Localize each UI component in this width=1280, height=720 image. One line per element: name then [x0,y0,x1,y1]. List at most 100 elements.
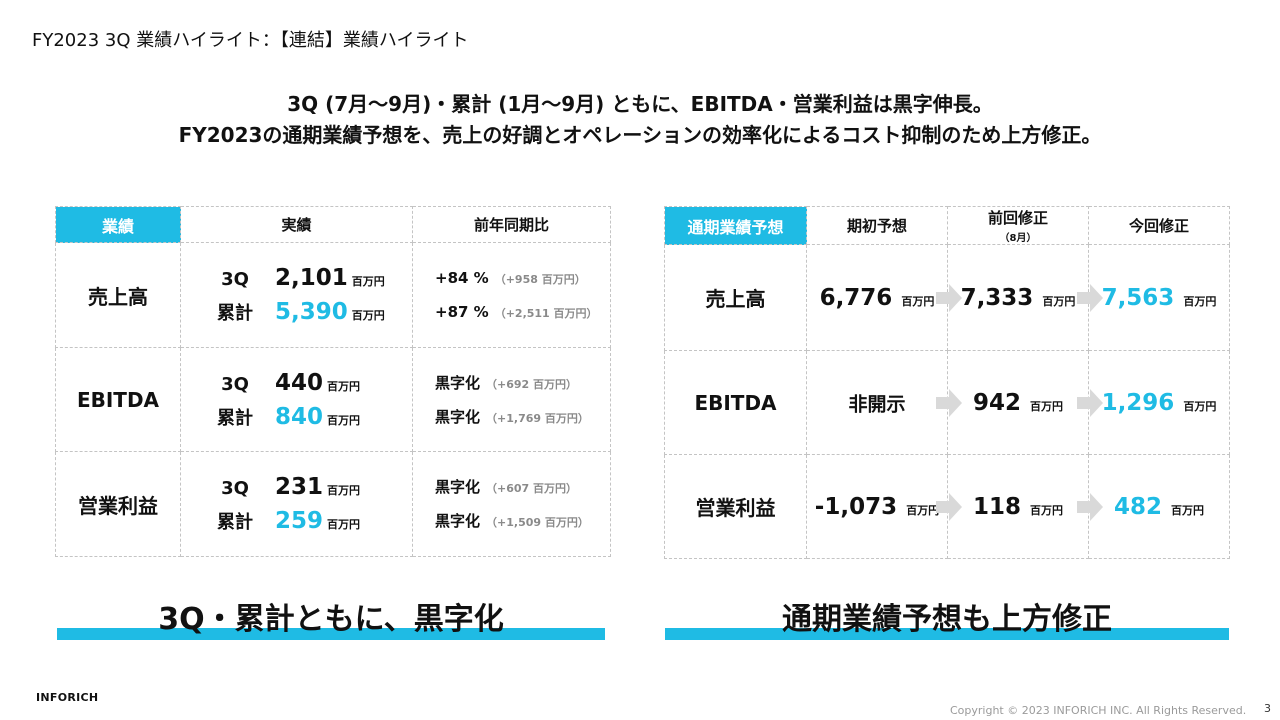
initial-forecast-value: 6,776 [819,284,893,311]
results-row-sales: 売上高 3Q 2,101 百万円 累計 5,390 百万円 +84 % （+95… [55,242,611,348]
actual-cell: 3Q 440 百万円 累計 840 百万円 [180,347,413,452]
previous-forecast-cell: 7,333 百万円 [936,244,1089,351]
previous-forecast-cell: 118 百万円 [936,454,1089,559]
initial-forecast-cell: -1,073 百万円 [806,454,948,559]
period-label: 累計 [217,407,253,429]
actual-cell: 3Q 2,101 百万円 累計 5,390 百万円 [180,242,413,348]
forecast-initial-header: 期初予想 [806,206,948,245]
summary-banner-right: 通期業績予想も上方修正 [665,596,1229,644]
period-label: 3Q [221,373,249,395]
row-label: EBITDA [664,350,807,455]
current-forecast-cell: 7,563 百万円 [1077,244,1230,351]
yoy-cell: +84 % （+958 百万円） +87 % （+2,511 百万円） [412,242,611,348]
results-table: 業績 実績 前年同期比 売上高 3Q 2,101 百万円 累計 5,390 百万… [55,206,611,557]
page-title: FY2023 3Q 業績ハイライト：【連結】業績ハイライト [32,30,469,51]
row-label: EBITDA [55,347,181,452]
results-category-header: 業績 [55,206,181,243]
unit-label: 百万円 [327,518,361,531]
summary-text: 通期業績予想も上方修正 [782,602,1112,637]
forecast-row-ebitda: EBITDA 非開示 942 百万円 1,296 百万円 [664,350,1230,455]
results-yoy-header: 前年同期比 [412,206,611,243]
period-label: 3Q [221,269,249,290]
yoy-cell: 黒字化 （+692 百万円） 黒字化 （+1,769 百万円） [412,347,611,452]
initial-forecast-cell: 非開示 [806,350,948,455]
previous-forecast-value: 942 [972,389,1021,416]
yoy-diff: （+607 百万円） [486,482,578,495]
period-label: 累計 [217,303,253,324]
actual-value: 2,101 [275,265,348,291]
results-header-row: 業績 実績 前年同期比 [55,206,611,243]
page-number: 3 [1264,702,1271,715]
right-arrow-icon [936,388,962,417]
period-label: 累計 [217,512,253,533]
unit-label: 百万円 [1183,294,1217,308]
unit-label: 百万円 [906,503,940,517]
yoy-diff: （+958 百万円） [494,273,586,286]
unit-label: 百万円 [327,484,361,497]
actual-value: 440 [275,369,324,396]
current-forecast-value: 482 [1113,493,1162,520]
forecast-previous-note: （8月） [999,233,1037,244]
yoy-diff: （+1,509 百万円） [486,516,589,529]
forecast-category-header: 通期業績予想 [664,206,807,245]
unit-label: 百万円 [351,275,385,288]
yoy-cell: 黒字化 （+607 百万円） 黒字化 （+1,509 百万円） [412,451,611,557]
current-forecast-cell: 1,296 百万円 [1077,350,1230,455]
row-label: 売上高 [55,242,181,348]
headline-line-1: 3Q (7月〜9月)・累計 (1月〜9月) ともに、EBITDA・営業利益は黒字… [287,92,993,116]
actual-value: 5,390 [275,299,348,325]
current-forecast-cell: 482 百万円 [1077,454,1230,559]
yoy-value: 黒字化 [435,407,481,426]
forecast-previous-header: 前回修正 （8月） [947,206,1089,245]
initial-forecast-cell: 6,776 百万円 [806,244,948,351]
forecast-row-sales: 売上高 6,776 百万円 7,333 百万円 7,563 百万円 [664,244,1230,351]
forecast-current-header: 今回修正 [1088,206,1230,245]
forecast-previous-label: 前回修正 [987,209,1048,227]
row-label: 売上高 [664,244,807,351]
yoy-value: +84 % [435,269,489,287]
results-row-ebitda: EBITDA 3Q 440 百万円 累計 840 百万円 黒字化 （+692 百… [55,347,611,452]
yoy-value: +87 % [435,303,489,321]
row-label: 営業利益 [664,454,807,559]
results-row-operating-profit: 営業利益 3Q 231 百万円 累計 259 百万円 黒字化 （+607 百万円… [55,451,611,557]
actual-value: 840 [275,403,324,430]
row-label: 営業利益 [55,451,181,557]
summary-banner-left: 3Q・累計ともに、黒字化 [57,596,605,644]
highlight-bar [665,628,1229,640]
unit-label: 百万円 [1183,399,1217,413]
previous-forecast-cell: 942 百万円 [936,350,1089,455]
highlight-bar [57,628,605,640]
unit-label: 百万円 [327,379,361,393]
actual-value: 231 [275,474,324,500]
yoy-diff: （+692 百万円） [486,377,578,391]
headline-line-2: FY2023の通期業績予想を、売上の好調とオペレーションの効率化によるコスト抑制… [178,123,1102,147]
right-arrow-icon [1077,492,1103,521]
previous-forecast-value: 118 [972,493,1021,520]
forecast-row-operating-profit: 営業利益 -1,073 百万円 118 百万円 482 百万円 [664,454,1230,559]
forecast-table: 通期業績予想 期初予想 前回修正 （8月） 今回修正 売上高 6,776 百万円… [664,206,1230,559]
current-forecast-value: 7,563 [1101,284,1175,311]
forecast-header-row: 通期業績予想 期初予想 前回修正 （8月） 今回修正 [664,206,1230,245]
current-forecast-value: 1,296 [1101,389,1175,416]
yoy-value: 黒字化 [435,478,481,496]
actual-cell: 3Q 231 百万円 累計 259 百万円 [180,451,413,557]
right-arrow-icon [1077,388,1103,417]
copyright-text: Copyright © 2023 INFORICH INC. All Right… [950,704,1247,717]
yoy-value: 黒字化 [435,512,481,530]
company-logo: INFORICH [36,691,99,704]
initial-forecast-value: 非開示 [848,393,906,415]
previous-forecast-value: 7,333 [960,284,1034,311]
right-arrow-icon [1077,283,1103,312]
results-actual-header: 実績 [180,206,413,243]
initial-forecast-value: -1,073 [814,493,898,520]
unit-label: 百万円 [1171,503,1205,517]
unit-label: 百万円 [901,294,935,308]
right-arrow-icon [936,283,962,312]
actual-value: 259 [275,508,324,534]
unit-label: 百万円 [1030,503,1064,517]
right-arrow-icon [936,492,962,521]
yoy-diff: （+1,769 百万円） [486,411,589,425]
unit-label: 百万円 [1030,399,1064,413]
unit-label: 百万円 [327,413,361,427]
summary-text: 3Q・累計ともに、黒字化 [158,602,504,637]
